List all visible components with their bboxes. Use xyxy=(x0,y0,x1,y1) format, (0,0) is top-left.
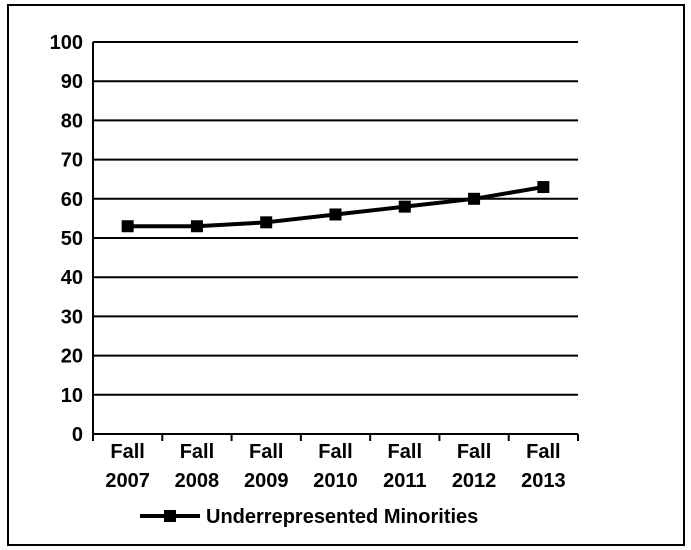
x-tick-label: Fall 2013 xyxy=(521,441,566,492)
y-tick-label: 100 xyxy=(50,32,83,54)
data-point xyxy=(468,192,481,205)
y-tick-label: 0 xyxy=(72,424,83,446)
y-tick-label: 30 xyxy=(61,306,83,328)
data-point xyxy=(329,208,342,221)
y-tick-label: 40 xyxy=(61,267,83,289)
x-tick-label: Fall 2011 xyxy=(383,441,426,492)
y-tick-label: 10 xyxy=(61,385,83,407)
legend: Underrepresented Minorities xyxy=(140,506,478,528)
legend-label: Underrepresented Minorities xyxy=(206,506,478,528)
y-tick-label: 60 xyxy=(61,189,83,211)
y-tick-label: 80 xyxy=(61,110,83,132)
x-tick-label: Fall 2012 xyxy=(452,441,497,492)
data-point xyxy=(398,200,411,213)
series xyxy=(121,181,550,233)
gridlines xyxy=(93,41,578,396)
y-tick-labels: 0 10 20 30 40 50 60 70 80 90 100 xyxy=(50,32,83,446)
x-tick-label: Fall 2008 xyxy=(175,441,220,492)
axes xyxy=(92,42,579,441)
y-tick-label: 50 xyxy=(61,228,83,250)
data-point xyxy=(537,181,550,194)
y-tick-label: 90 xyxy=(61,71,83,93)
data-point xyxy=(260,216,273,229)
x-tick-label: Fall 2009 xyxy=(244,441,289,492)
legend-marker xyxy=(164,510,176,522)
data-point xyxy=(190,220,203,233)
x-tick-label: Fall 2010 xyxy=(313,441,358,492)
y-tick-label: 20 xyxy=(61,346,83,368)
y-tick-label: 70 xyxy=(61,150,83,172)
chart-frame xyxy=(7,4,685,546)
x-tick-label: Fall 2007 xyxy=(105,441,150,492)
x-tick-labels: Fall 2007 Fall 2008 Fall 2009 Fall 2010 Fall 2011… xyxy=(105,441,565,492)
data-point xyxy=(121,220,134,233)
